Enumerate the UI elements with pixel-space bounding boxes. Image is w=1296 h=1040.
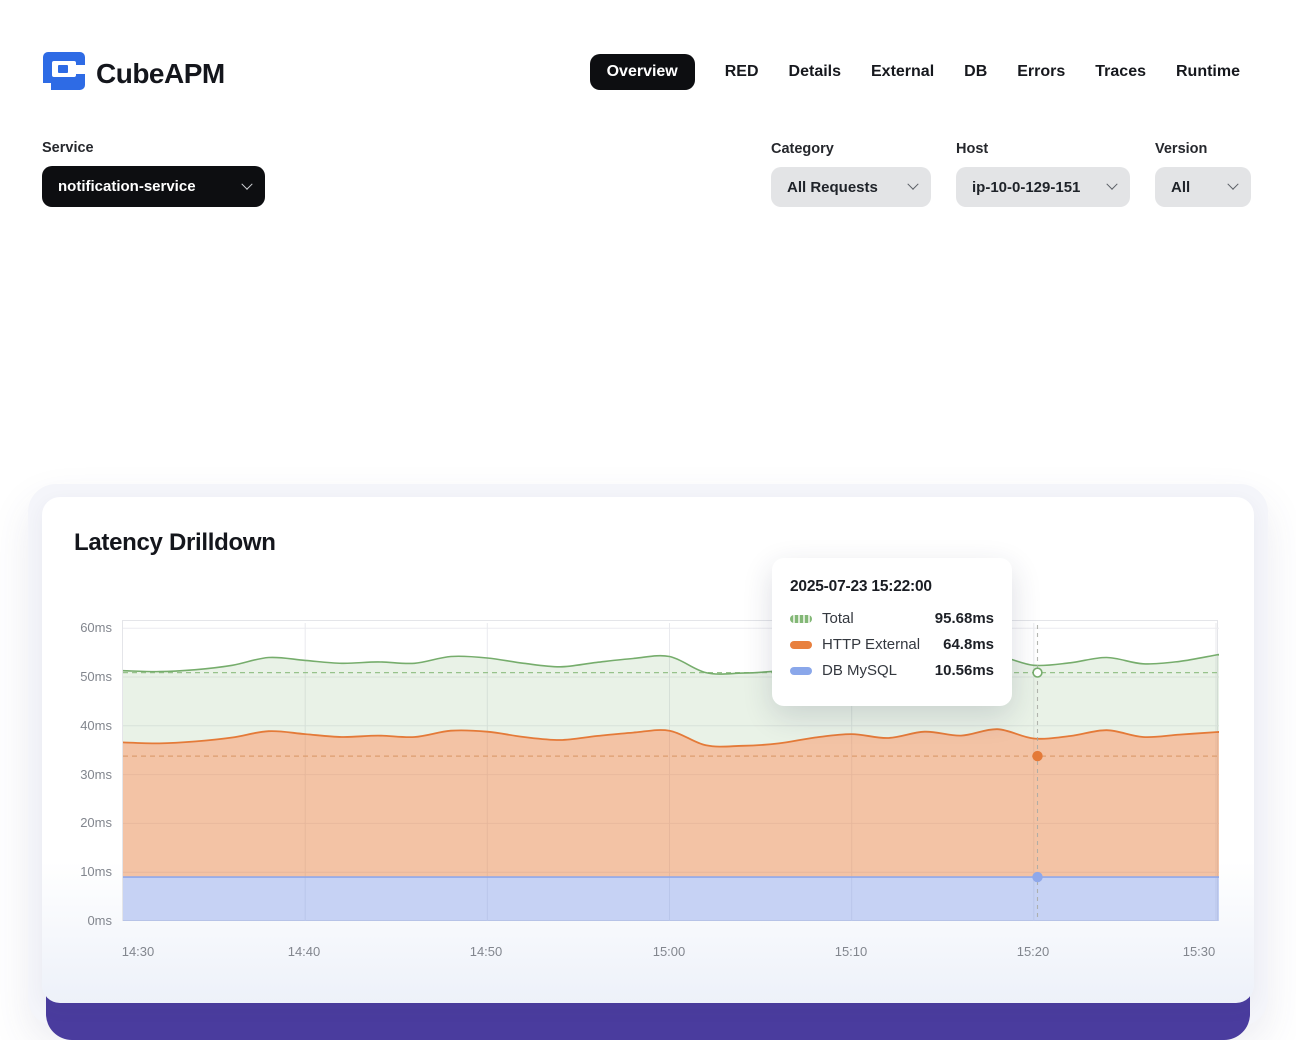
filter-version-label: Version [1155,141,1208,157]
filter-host-label: Host [956,141,989,157]
tooltip-row-total: Total 95.68ms [790,610,994,627]
filter-service-label: Service [42,140,94,156]
chevron-down-icon [1106,178,1118,190]
y-axis-tick: 10ms [80,864,112,879]
app-title: CubeAPM [96,57,225,89]
x-axis-tick: 15:10 [834,944,868,959]
version-select[interactable]: All [1155,167,1251,207]
tab-traces[interactable]: Traces [1095,54,1146,90]
tab-runtime[interactable]: Runtime [1176,54,1240,90]
tab-db[interactable]: DB [964,54,987,90]
y-axis-tick: 0ms [87,913,112,928]
service-select-value: notification-service [58,178,196,195]
host-select[interactable]: ip-10-0-129-151 [956,167,1130,207]
tooltip-row-http-external: HTTP External 64.8ms [790,636,994,653]
host-select-value: ip-10-0-129-151 [972,178,1081,196]
main-nav: Overview RED Details External DB Errors … [589,54,1240,90]
tab-red[interactable]: RED [725,54,759,90]
tooltip-row-db-mysql: DB MySQL 10.56ms [790,662,994,679]
filter-service: Service notification-service [42,140,265,207]
category-select-value: All Requests [787,178,878,196]
y-axis-tick: 60ms [80,620,112,635]
x-axis-labels: 14:30 14:40 14:50 15:00 15:10 15:20 15:30 [122,944,1218,964]
chevron-down-icon [241,178,253,190]
cubeapm-logo-icon [42,50,88,97]
tooltip-timestamp: 2025-07-23 15:22:00 [790,578,932,595]
x-axis-tick: 15:20 [1016,944,1050,959]
x-axis-tick: 15:30 [1182,944,1216,959]
y-axis-labels: 0ms 10ms 20ms 30ms 40ms 50ms 60ms [40,620,112,928]
chart-tooltip: 2025-07-23 15:22:00 Total 95.68ms HTTP E… [772,558,1012,706]
filter-category: Category All Requests [771,141,931,207]
db-mysql-series-swatch-icon [790,666,812,675]
card-title: Latency Drilldown [74,529,276,556]
http-external-line [123,728,1219,748]
y-axis-tick: 30ms [80,767,112,782]
http-external-area [123,729,1219,878]
app-logo: CubeAPM [42,50,225,97]
tab-external[interactable]: External [871,54,934,90]
version-select-value: All [1171,178,1191,196]
y-axis-tick: 50ms [80,669,112,684]
tab-errors[interactable]: Errors [1017,54,1065,90]
x-axis-tick: 14:40 [287,944,321,959]
chevron-down-icon [1227,178,1239,190]
y-axis-tick: 20ms [80,815,112,830]
tab-overview[interactable]: Overview [589,54,695,90]
total-series-swatch-icon [790,614,812,623]
y-axis-tick: 40ms [80,718,112,733]
latency-chart-svg [123,623,1219,921]
x-axis-tick: 14:50 [469,944,503,959]
service-select[interactable]: notification-service [42,166,265,207]
category-select[interactable]: All Requests [771,167,931,207]
filter-category-label: Category [771,141,834,157]
x-axis-tick: 15:00 [652,944,686,959]
tab-details[interactable]: Details [789,54,841,90]
total-line [123,653,1219,675]
hover-marker-http-external [1032,750,1043,762]
hover-marker-db-mysql [1032,871,1043,883]
hover-marker-total [1032,667,1043,678]
chevron-down-icon [907,178,919,190]
x-axis-tick: 14:30 [121,944,155,959]
db-mysql-area [123,877,1219,921]
filter-host: Host ip-10-0-129-151 [956,141,1130,207]
filter-version: Version All [1155,141,1251,207]
http-external-series-swatch-icon [790,640,812,649]
latency-chart[interactable] [122,620,1219,921]
